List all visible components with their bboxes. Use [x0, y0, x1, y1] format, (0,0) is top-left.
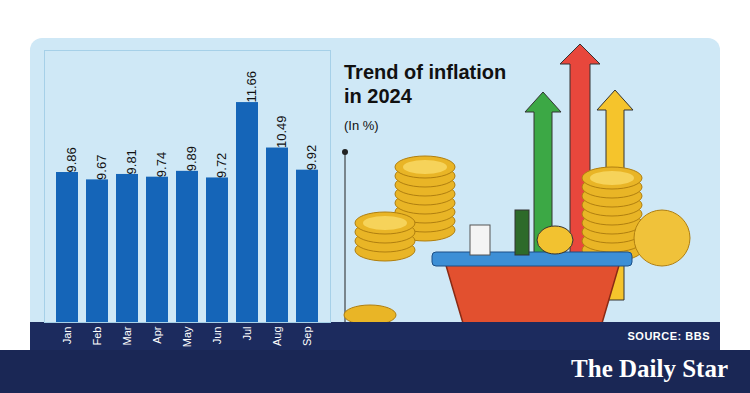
svg-text:10.49: 10.49	[274, 115, 289, 148]
svg-text:Feb: Feb	[91, 327, 103, 346]
svg-text:Jul: Jul	[241, 327, 253, 341]
svg-text:9.67: 9.67	[94, 155, 109, 180]
html-text:(In %): (In %)	[344, 118, 379, 133]
svg-text:May: May	[181, 326, 193, 347]
svg-text:Aug: Aug	[271, 327, 283, 347]
svg-text:9.74: 9.74	[154, 152, 169, 177]
html-text:SOURCE: BBS: SOURCE: BBS	[627, 330, 710, 342]
svg-text:Apr: Apr	[151, 326, 163, 343]
html-text:The Daily Star: The Daily Star	[571, 355, 728, 382]
html-text:Trend of inflation in 2024: Trend of inflation in 2024	[344, 61, 507, 107]
svg-text:Sep: Sep	[301, 327, 313, 347]
svg-text:11.66: 11.66	[244, 71, 259, 103]
svg-text:Mar: Mar	[121, 326, 133, 345]
svg-text:9.81: 9.81	[124, 149, 139, 174]
svg-text:9.92: 9.92	[304, 145, 319, 170]
svg-text:9.89: 9.89	[184, 146, 199, 171]
svg-text:9.72: 9.72	[214, 153, 229, 178]
svg-text:9.86: 9.86	[64, 147, 79, 172]
svg-text:Jun: Jun	[211, 327, 223, 345]
svg-text:Jan: Jan	[61, 327, 73, 345]
